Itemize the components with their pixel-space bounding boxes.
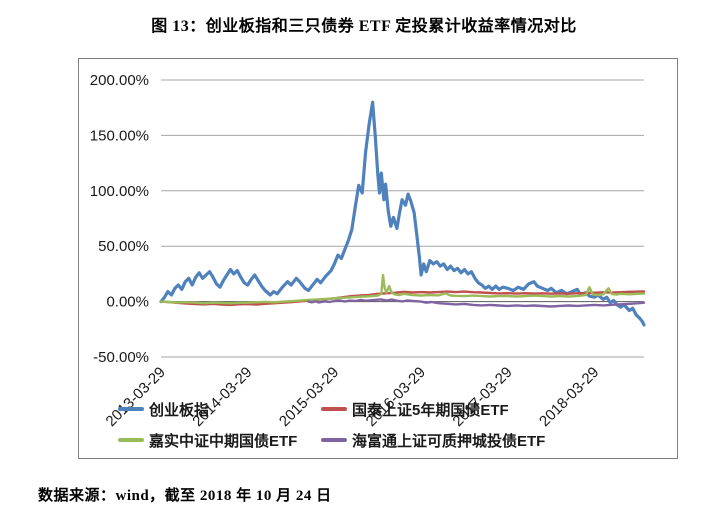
source-note: 数据来源：wind，截至 2018 年 10 月 24 日 [38,488,332,504]
x-tick-label: 2017-03-29 [449,364,515,430]
x-tick-label: 2015-03-29 [276,364,342,430]
y-tick-label: 150.00% [90,127,149,144]
x-tick-label: 2014-03-29 [189,364,255,430]
x-tick-label: 2013-03-29 [103,364,169,430]
x-tick-label: 2016-03-29 [363,364,429,430]
series-line-guotai-sse-5yr-treasury-etf [159,290,646,307]
y-tick-label: 50.00% [98,238,149,255]
series-line-chinext-index [159,100,646,327]
chart-frame: 200.00% 150.00% 100.00% 50.00% 0.00% -50.00% 2… [78,58,678,459]
y-tick-label: -50.00% [93,349,149,366]
y-tick-label: 0.00% [106,294,149,311]
line-chart: 200.00%150.00%100.00%50.00%0.00%-50.00%2… [90,72,646,430]
y-tick-label: 200.00% [90,72,149,89]
figure-title: 图 13：创业板指和三只债券 ETF 定投累计收益率情况对比 [151,18,577,35]
x-tick-label: 2018-03-29 [536,364,602,430]
series-line-hft-sse-pledgeable-citybond-etf [307,298,646,308]
series-line-harvest-csi-mid-treasury-etf [159,273,646,305]
y-tick-label: 100.00% [90,183,149,200]
